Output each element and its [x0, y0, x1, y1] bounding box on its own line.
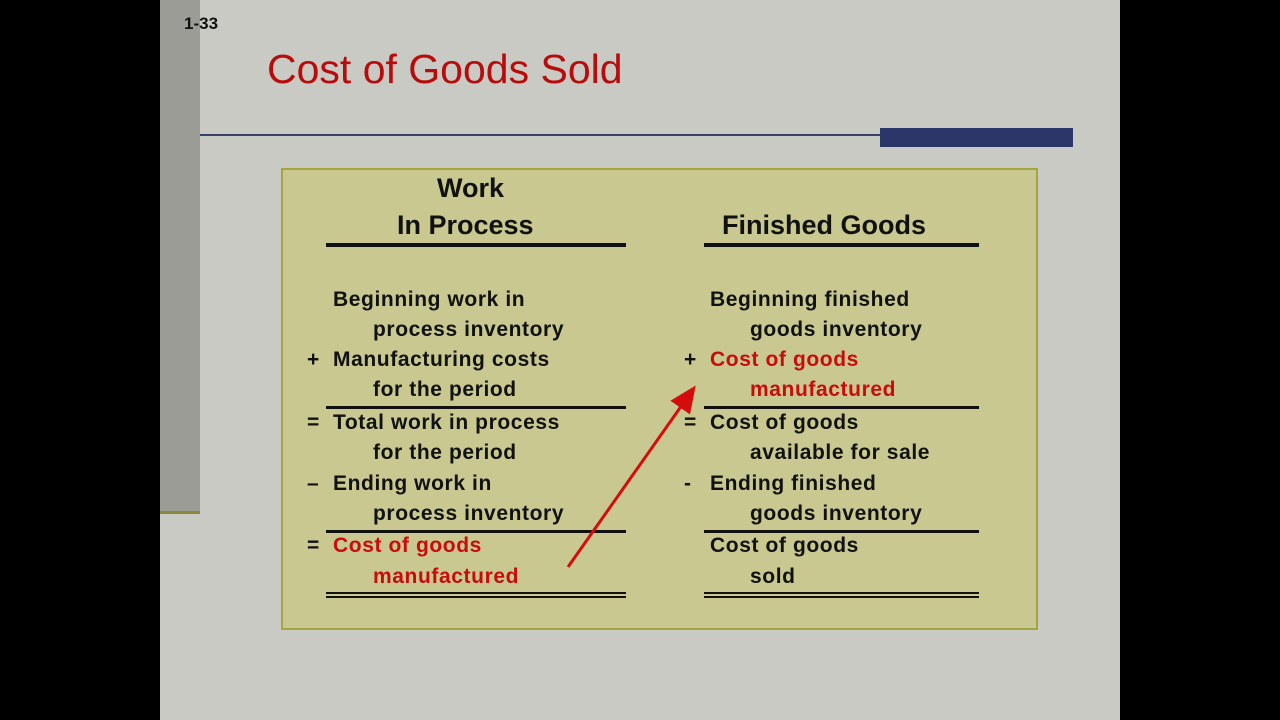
fg-row-text: Cost of goods	[710, 534, 859, 557]
wip-row-text: Beginning work in	[333, 288, 526, 311]
fg-heading-underline	[704, 243, 979, 247]
fg-row-text: available for sale	[750, 441, 931, 464]
fg-row-symbol: -	[684, 472, 692, 495]
left-accent-bar	[160, 0, 200, 514]
wip-row-symbol: =	[307, 411, 320, 434]
wip-row-text: Total work in process	[333, 411, 560, 434]
wip-double-underline	[326, 592, 626, 594]
fg-subtotal-line	[704, 530, 979, 533]
fg-row-text: Cost of goods	[710, 411, 859, 434]
slide-title: Cost of Goods Sold	[267, 46, 623, 92]
fg-row-text: Cost of goods	[710, 348, 859, 371]
wip-row-text: for the period	[373, 441, 517, 464]
wip-row-symbol: =	[307, 534, 320, 557]
wip-row-symbol: –	[307, 472, 320, 495]
fg-row-text: goods inventory	[750, 318, 923, 341]
wip-row-symbol: +	[307, 348, 320, 371]
wip-row-text: Ending work in	[333, 472, 492, 495]
wip-row-text: manufactured	[373, 565, 520, 588]
wip-heading-line1: Work	[437, 173, 505, 203]
wip-subtotal-line	[326, 406, 626, 409]
fg-row-symbol: =	[684, 411, 697, 434]
fg-row-text: manufactured	[750, 378, 897, 401]
wip-row-text: Manufacturing costs	[333, 348, 550, 371]
fg-row-symbol: +	[684, 348, 697, 371]
title-rule-block	[880, 128, 1073, 147]
wip-heading-underline	[326, 243, 626, 247]
fg-double-underline	[704, 596, 979, 598]
fg-heading: Finished Goods	[722, 210, 927, 240]
wip-subtotal-line	[326, 530, 626, 533]
wip-row-text: for the period	[373, 378, 517, 401]
fg-row-text: Beginning finished	[710, 288, 910, 311]
fg-row-text: Ending finished	[710, 472, 877, 495]
wip-row-text: Cost of goods	[333, 534, 482, 557]
wip-heading-line2: In Process	[397, 210, 534, 240]
wip-row-text: process inventory	[373, 502, 565, 525]
fg-subtotal-line	[704, 406, 979, 409]
slide-number: 1-33	[184, 14, 219, 33]
fg-row-text: goods inventory	[750, 502, 923, 525]
wip-double-underline	[326, 596, 626, 598]
title-rule	[200, 134, 880, 136]
fg-double-underline	[704, 592, 979, 594]
arrow-icon	[566, 385, 696, 568]
wip-row-text: process inventory	[373, 318, 565, 341]
fg-row-text: sold	[750, 565, 796, 588]
